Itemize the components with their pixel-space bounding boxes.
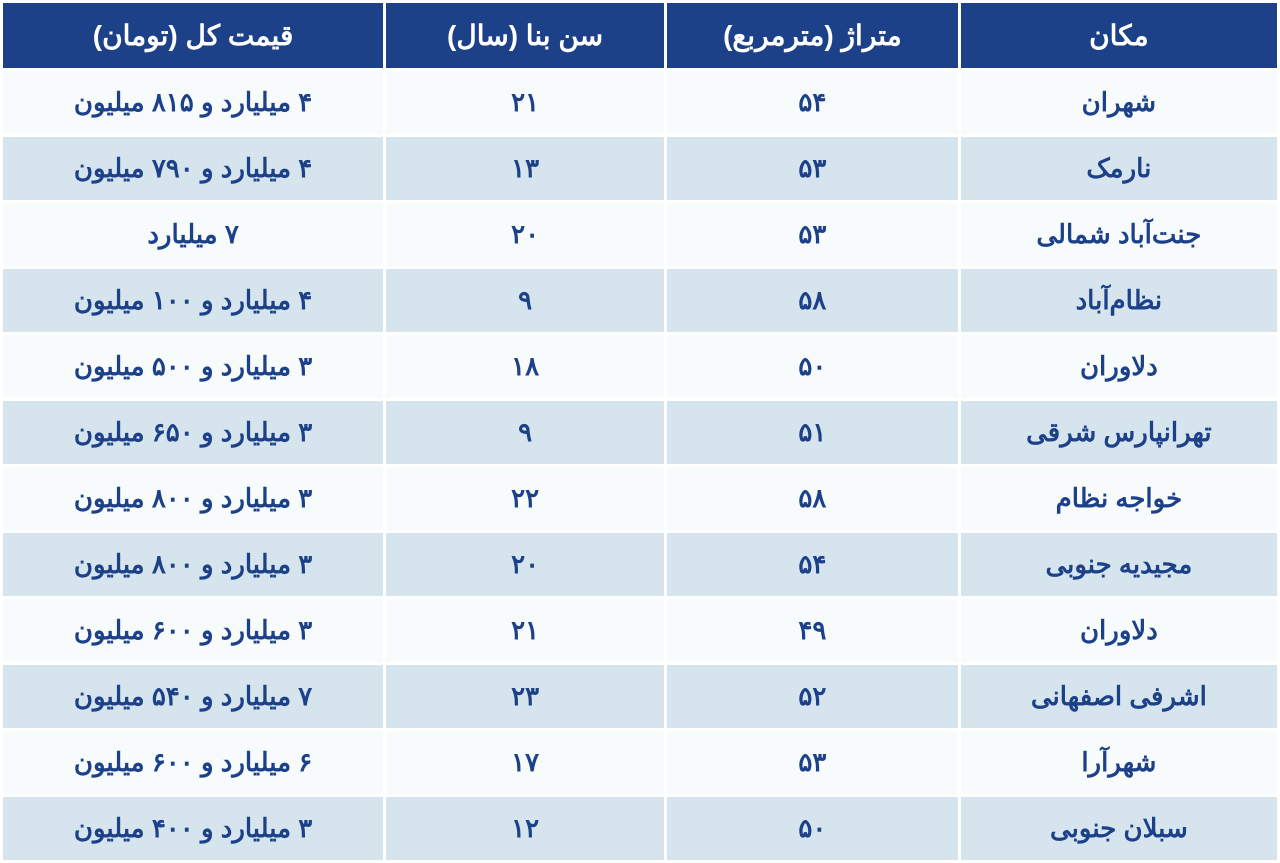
cell-price: ۷ میلیارد: [2, 202, 385, 268]
cell-area: ۵۸: [666, 268, 960, 334]
table-row: مجیدیه جنوبی۵۴۲۰۳ میلیارد و ۸۰۰ میلیون: [2, 532, 1279, 598]
cell-price: ۳ میلیارد و ۴۰۰ میلیون: [2, 796, 385, 862]
cell-age: ۱۲: [385, 796, 666, 862]
cell-age: ۲۱: [385, 70, 666, 136]
cell-price: ۳ میلیارد و ۵۰۰ میلیون: [2, 334, 385, 400]
cell-location: تهرانپارس شرقی: [959, 400, 1278, 466]
cell-area: ۵۱: [666, 400, 960, 466]
cell-area: ۵۸: [666, 466, 960, 532]
header-age: سن بنا (سال): [385, 2, 666, 70]
price-table-container: مکان متراژ (مترمربع) سن بنا (سال) قیمت ک…: [0, 0, 1280, 858]
cell-location: سبلان جنوبی: [959, 796, 1278, 862]
cell-price: ۴ میلیارد و ۸۱۵ میلیون: [2, 70, 385, 136]
cell-area: ۵۴: [666, 532, 960, 598]
cell-age: ۹: [385, 400, 666, 466]
cell-price: ۳ میلیارد و ۶۰۰ میلیون: [2, 598, 385, 664]
header-location: مکان: [959, 2, 1278, 70]
cell-location: شهران: [959, 70, 1278, 136]
cell-area: ۵۴: [666, 70, 960, 136]
header-area: متراژ (مترمربع): [666, 2, 960, 70]
cell-location: نارمک: [959, 136, 1278, 202]
table-row: تهرانپارس شرقی۵۱۹۳ میلیارد و ۶۵۰ میلیون: [2, 400, 1279, 466]
table-row: خواجه نظام۵۸۲۲۳ میلیارد و ۸۰۰ میلیون: [2, 466, 1279, 532]
table-row: نارمک۵۳۱۳۴ میلیارد و ۷۹۰ میلیون: [2, 136, 1279, 202]
header-price: قیمت کل (تومان): [2, 2, 385, 70]
cell-location: دلاوران: [959, 334, 1278, 400]
cell-area: ۵۳: [666, 730, 960, 796]
cell-age: ۱۸: [385, 334, 666, 400]
cell-location: نظام‌آباد: [959, 268, 1278, 334]
cell-location: خواجه نظام: [959, 466, 1278, 532]
cell-age: ۲۳: [385, 664, 666, 730]
cell-price: ۳ میلیارد و ۸۰۰ میلیون: [2, 466, 385, 532]
table-row: جنت‌آباد شمالی۵۳۲۰۷ میلیارد: [2, 202, 1279, 268]
cell-price: ۳ میلیارد و ۶۵۰ میلیون: [2, 400, 385, 466]
cell-age: ۲۲: [385, 466, 666, 532]
table-body: شهران۵۴۲۱۴ میلیارد و ۸۱۵ میلیوننارمک۵۳۱۳…: [2, 70, 1279, 862]
cell-age: ۱۳: [385, 136, 666, 202]
cell-price: ۴ میلیارد و ۷۹۰ میلیون: [2, 136, 385, 202]
cell-area: ۴۹: [666, 598, 960, 664]
cell-area: ۵۳: [666, 202, 960, 268]
cell-area: ۵۰: [666, 796, 960, 862]
cell-area: ۵۳: [666, 136, 960, 202]
cell-location: شهرآرا: [959, 730, 1278, 796]
table-row: دلاوران۴۹۲۱۳ میلیارد و ۶۰۰ میلیون: [2, 598, 1279, 664]
table-row: شهران۵۴۲۱۴ میلیارد و ۸۱۵ میلیون: [2, 70, 1279, 136]
cell-location: دلاوران: [959, 598, 1278, 664]
cell-location: مجیدیه جنوبی: [959, 532, 1278, 598]
cell-age: ۲۰: [385, 202, 666, 268]
cell-age: ۹: [385, 268, 666, 334]
table-row: اشرفی اصفهانی۵۲۲۳۷ میلیارد و ۵۴۰ میلیون: [2, 664, 1279, 730]
cell-area: ۵۰: [666, 334, 960, 400]
table-row: سبلان جنوبی۵۰۱۲۳ میلیارد و ۴۰۰ میلیون: [2, 796, 1279, 862]
table-row: شهرآرا۵۳۱۷۶ میلیارد و ۶۰۰ میلیون: [2, 730, 1279, 796]
cell-price: ۴ میلیارد و ۱۰۰ میلیون: [2, 268, 385, 334]
table-header-row: مکان متراژ (مترمربع) سن بنا (سال) قیمت ک…: [2, 2, 1279, 70]
table-row: نظام‌آباد۵۸۹۴ میلیارد و ۱۰۰ میلیون: [2, 268, 1279, 334]
cell-price: ۳ میلیارد و ۸۰۰ میلیون: [2, 532, 385, 598]
cell-location: اشرفی اصفهانی: [959, 664, 1278, 730]
price-table: مکان متراژ (مترمربع) سن بنا (سال) قیمت ک…: [0, 0, 1280, 863]
cell-age: ۱۷: [385, 730, 666, 796]
cell-price: ۷ میلیارد و ۵۴۰ میلیون: [2, 664, 385, 730]
cell-location: جنت‌آباد شمالی: [959, 202, 1278, 268]
cell-age: ۲۰: [385, 532, 666, 598]
cell-area: ۵۲: [666, 664, 960, 730]
cell-price: ۶ میلیارد و ۶۰۰ میلیون: [2, 730, 385, 796]
table-row: دلاوران۵۰۱۸۳ میلیارد و ۵۰۰ میلیون: [2, 334, 1279, 400]
cell-age: ۲۱: [385, 598, 666, 664]
